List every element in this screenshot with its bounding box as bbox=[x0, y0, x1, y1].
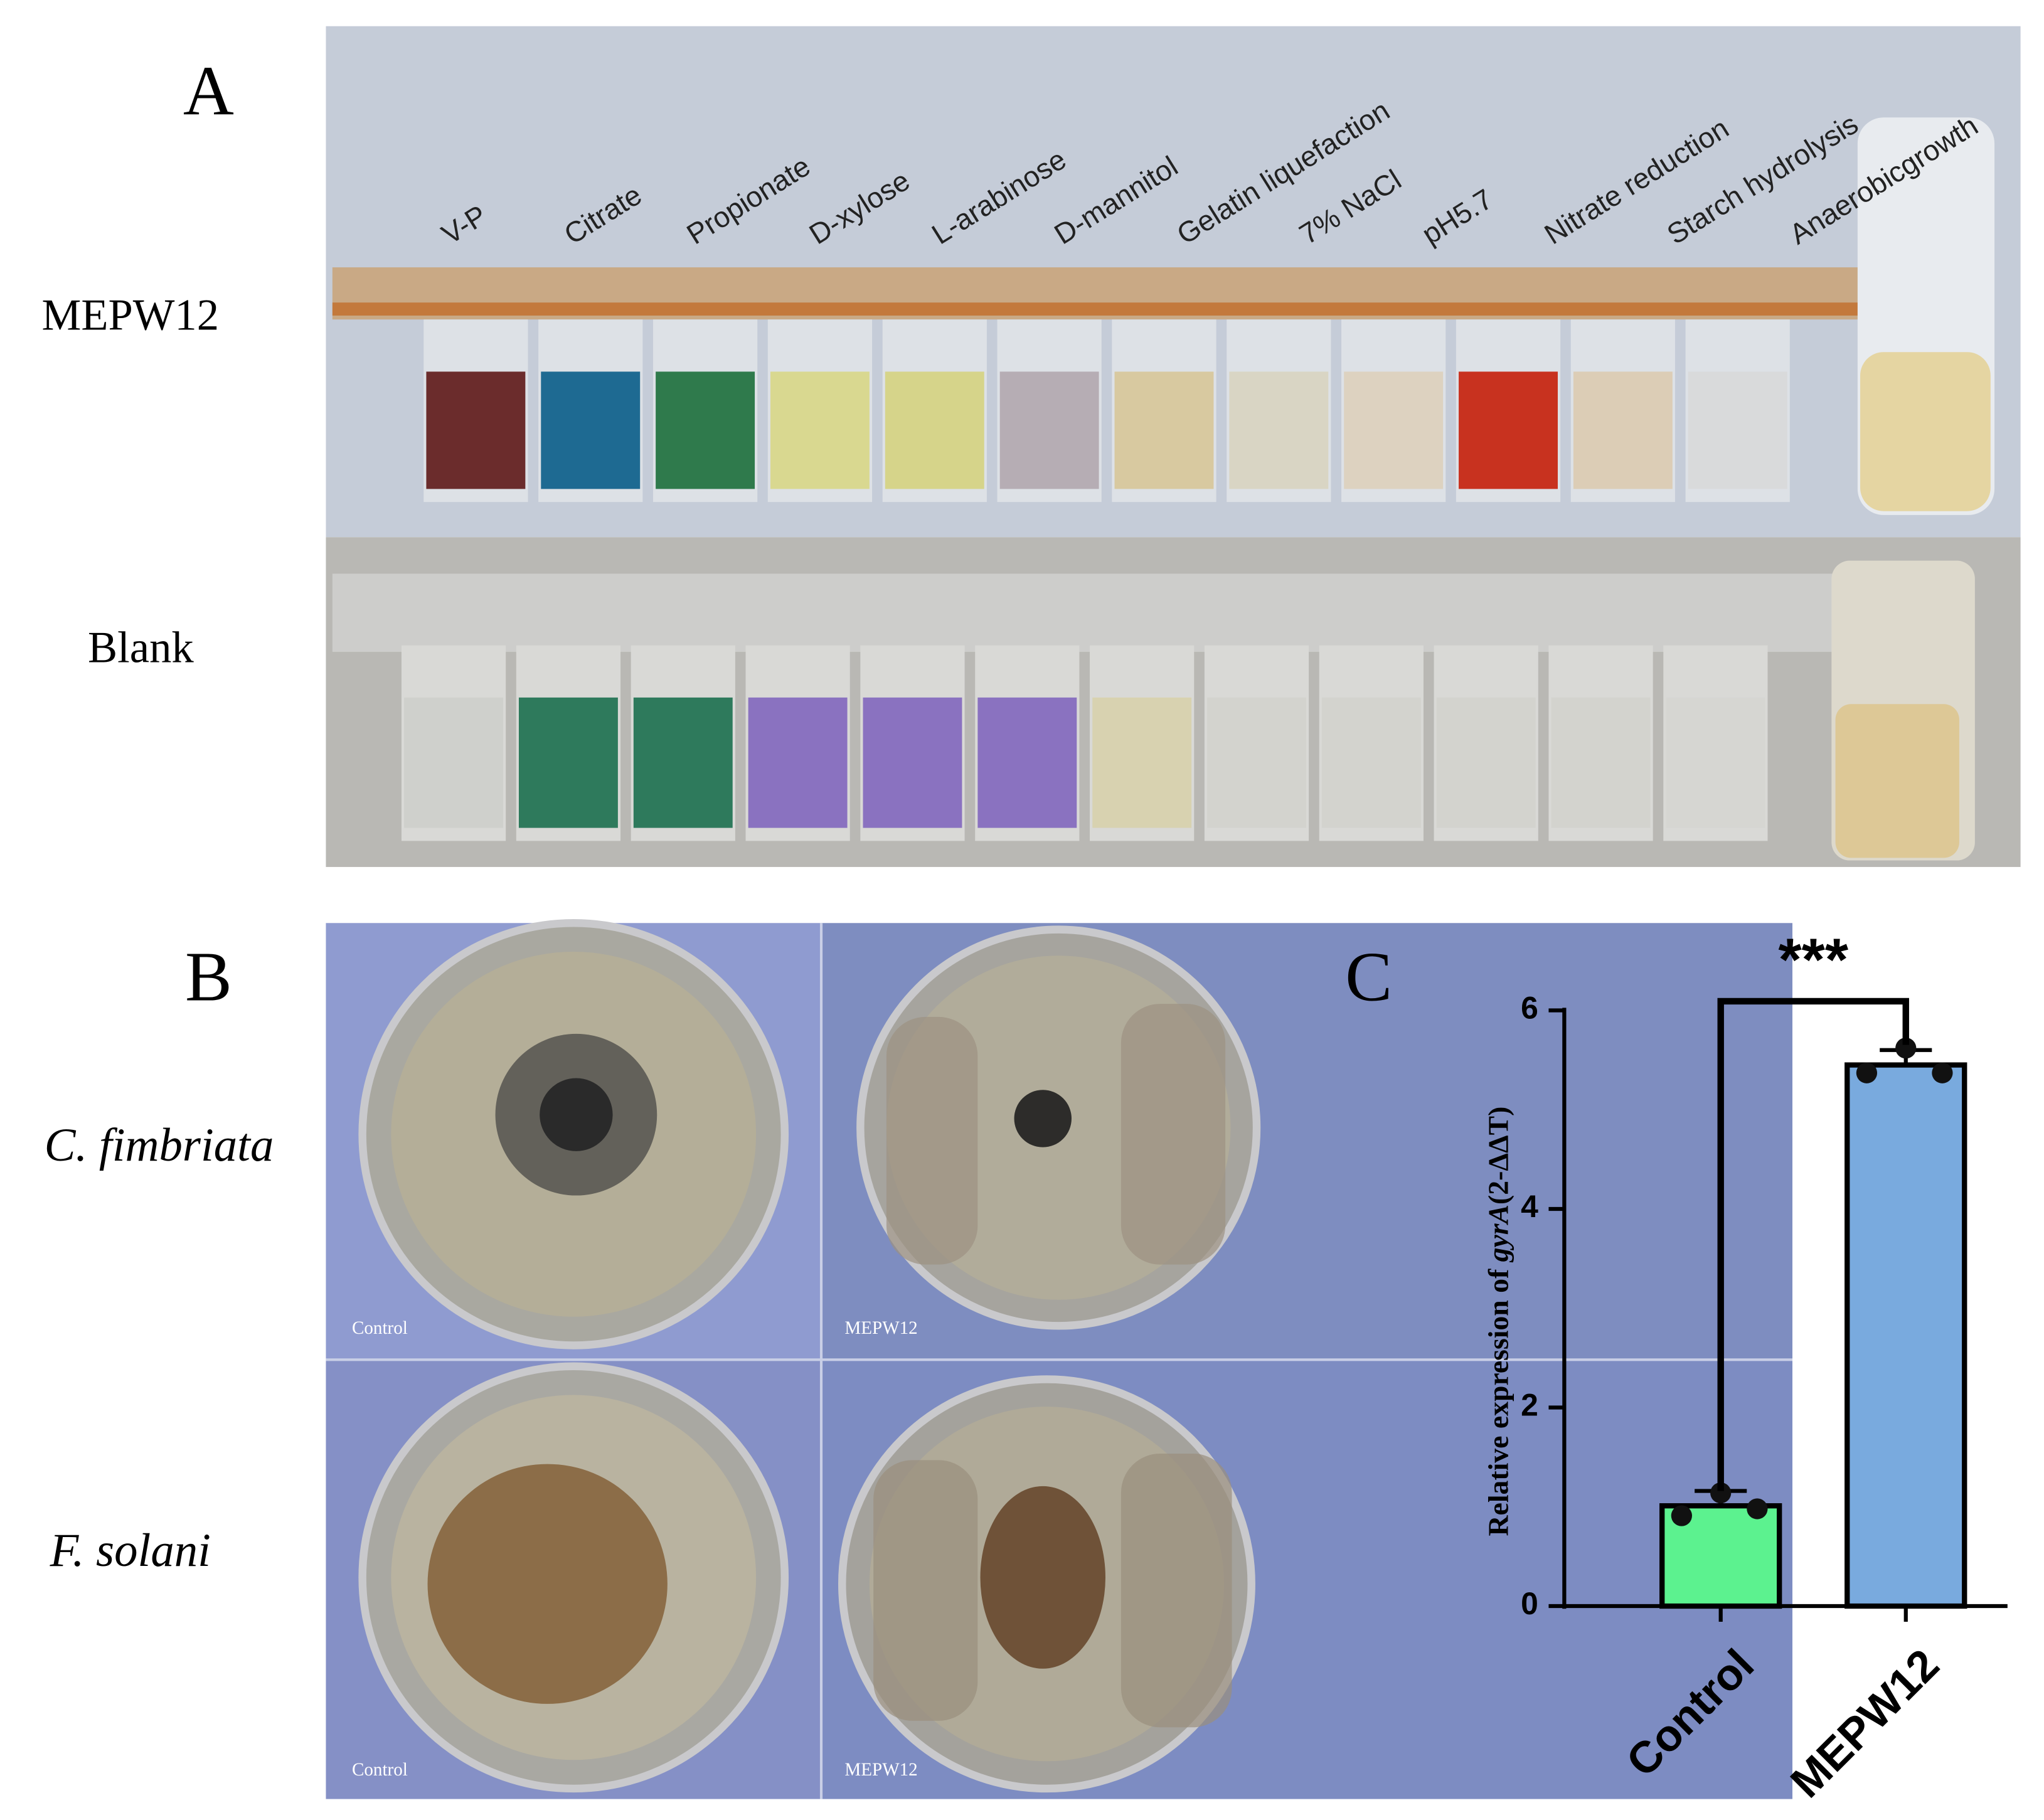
row-label: Blank bbox=[88, 623, 194, 672]
tube-liquid bbox=[1551, 697, 1651, 828]
tube-liquid bbox=[1436, 697, 1536, 828]
y-tick-label: 6 bbox=[1521, 991, 1538, 1026]
image-label: Control bbox=[352, 1760, 408, 1780]
bar bbox=[1844, 1062, 1967, 1609]
data-point bbox=[1856, 1062, 1878, 1083]
tube-liquid bbox=[541, 371, 641, 489]
bacteria-streak bbox=[886, 1016, 978, 1265]
colony bbox=[427, 1464, 668, 1704]
data-point bbox=[1710, 1482, 1732, 1504]
panel-letter: A bbox=[183, 52, 234, 130]
tube-liquid bbox=[977, 697, 1077, 828]
tube-liquid bbox=[426, 371, 526, 489]
tube-liquid bbox=[404, 697, 504, 828]
y-tick-label: 2 bbox=[1521, 1388, 1538, 1423]
image-label: MEPW12 bbox=[844, 1760, 917, 1780]
image-label: Control bbox=[352, 1318, 408, 1338]
tube-liquid bbox=[518, 697, 618, 828]
tube-liquid bbox=[1344, 371, 1444, 489]
image-label: MEPW12 bbox=[844, 1318, 917, 1338]
y-axis-label-part: (2-ΔΔT) bbox=[1482, 1107, 1514, 1205]
data-point bbox=[1671, 1505, 1692, 1526]
data-point bbox=[1747, 1498, 1768, 1519]
y-axis-label-part: Relative expression of bbox=[1482, 1262, 1514, 1536]
y-tick-label: 0 bbox=[1521, 1586, 1538, 1621]
y-axis-label-part: gyrA bbox=[1482, 1205, 1514, 1262]
bacteria-streak bbox=[1120, 1453, 1232, 1728]
tube-liquid bbox=[770, 371, 870, 489]
bacteria-streak bbox=[1120, 1004, 1226, 1265]
tray-edge bbox=[332, 302, 1890, 316]
tray-blank bbox=[332, 573, 1962, 652]
tube-liquid bbox=[885, 371, 984, 489]
tube-liquid bbox=[1666, 697, 1765, 828]
colony-center bbox=[540, 1078, 613, 1151]
y-tick-label: 4 bbox=[1521, 1189, 1538, 1224]
colony bbox=[1014, 1090, 1072, 1147]
tube-liquid bbox=[1207, 697, 1306, 828]
dishes bbox=[358, 919, 1261, 1793]
tube-liquid bbox=[1229, 371, 1329, 489]
tube-liquid bbox=[863, 697, 962, 828]
panel-letter: B bbox=[185, 939, 232, 1016]
row-label: F. solani bbox=[50, 1525, 211, 1577]
significance-bracket bbox=[1717, 998, 1909, 1491]
tubes bbox=[401, 319, 1790, 841]
tube-liquid bbox=[748, 697, 848, 828]
tall-tube-liquid bbox=[1860, 352, 1991, 511]
row-label: C. fimbriata bbox=[45, 1119, 274, 1171]
tube-liquid bbox=[999, 371, 1099, 489]
significance: *** bbox=[1778, 927, 1848, 994]
tube-liquid bbox=[656, 371, 755, 489]
tall-tube-blank-liquid bbox=[1835, 704, 1959, 858]
tube-liquid bbox=[1573, 371, 1673, 489]
colony bbox=[980, 1486, 1105, 1669]
panel-letter: C bbox=[1345, 939, 1392, 1016]
data-point bbox=[1895, 1038, 1917, 1059]
x-tick-label: MEPW12 bbox=[1781, 1639, 1949, 1807]
tube-liquid bbox=[1688, 371, 1787, 489]
row-label: MEPW12 bbox=[42, 290, 219, 339]
data-point bbox=[1932, 1062, 1953, 1083]
tube-liquid bbox=[1114, 371, 1214, 489]
tube-liquid bbox=[1092, 697, 1192, 828]
tube-liquid bbox=[633, 697, 733, 828]
tube-liquid bbox=[1459, 371, 1558, 489]
tube-liquid bbox=[1321, 697, 1421, 828]
bacteria-streak bbox=[873, 1460, 978, 1721]
y-axis-label: Relative expression of gyrA(2-ΔΔT) bbox=[1482, 1107, 1514, 1536]
